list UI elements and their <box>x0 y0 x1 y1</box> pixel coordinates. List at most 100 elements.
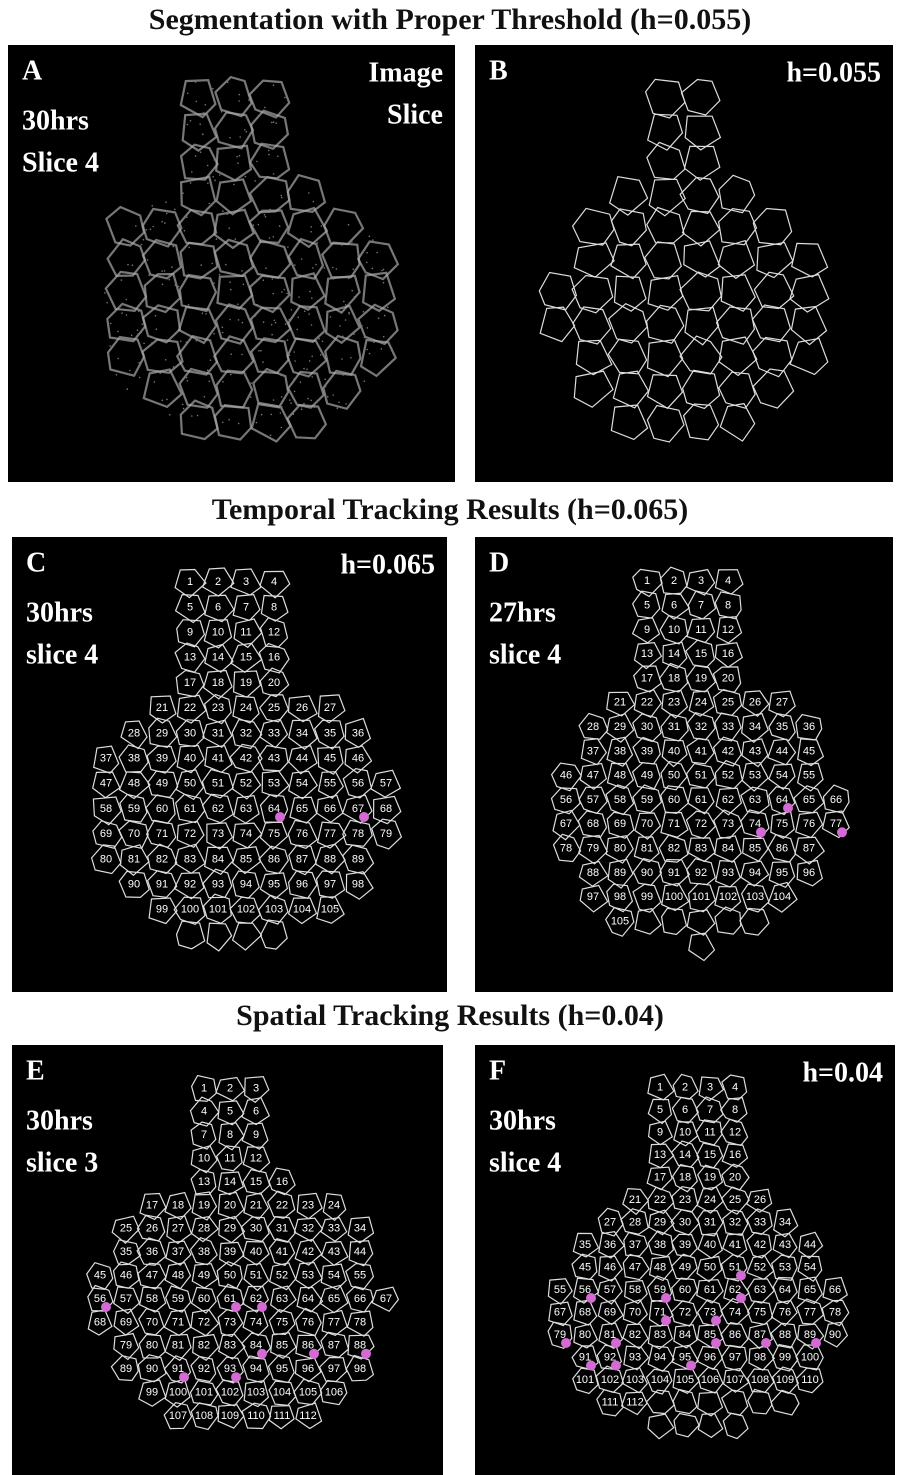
cell-label: 110 <box>247 1410 265 1422</box>
noise-speck <box>213 282 215 284</box>
cell-label: 25 <box>722 697 734 709</box>
cell-label: 97 <box>587 891 599 903</box>
noise-speck <box>273 121 275 123</box>
noise-speck <box>162 284 164 286</box>
cell-label: 32 <box>240 727 252 739</box>
tracked-cell-marker <box>686 1361 696 1371</box>
noise-speck <box>151 342 153 344</box>
cell-label: 14 <box>679 1149 691 1161</box>
cell-label: 20 <box>729 1171 741 1183</box>
noise-speck <box>146 229 148 231</box>
noise-speck <box>286 293 288 295</box>
cell-label: 94 <box>240 879 252 891</box>
noise-speck <box>188 304 190 306</box>
cell-label: 33 <box>268 727 280 739</box>
noise-speck <box>373 341 375 343</box>
cell-label: 33 <box>722 721 734 733</box>
tracked-cell-marker <box>586 1361 596 1371</box>
noise-speck <box>136 335 138 337</box>
panel-note: slice 4 <box>489 1147 561 1178</box>
cell-label: 9 <box>644 624 650 636</box>
noise-speck <box>272 293 274 295</box>
noise-speck <box>367 327 369 329</box>
cell-label: 63 <box>749 794 761 806</box>
cell-label: 73 <box>212 828 224 840</box>
cell-label: 77 <box>324 828 336 840</box>
cell-label: 59 <box>641 794 653 806</box>
cell-label: 71 <box>172 1316 184 1328</box>
noise-speck <box>265 176 267 178</box>
cell-label: 23 <box>679 1194 691 1206</box>
noise-speck <box>214 159 216 161</box>
noise-speck <box>318 338 320 340</box>
cell-label: 41 <box>276 1246 288 1258</box>
figure: Segmentation with Proper Threshold (h=0.… <box>0 0 900 1475</box>
noise-speck <box>191 171 193 173</box>
cell-label: 52 <box>754 1261 766 1273</box>
tracked-cell-marker <box>361 1349 371 1359</box>
cell-label: 79 <box>380 828 392 840</box>
noise-speck <box>258 350 260 352</box>
cell-label: 60 <box>668 794 680 806</box>
noise-speck <box>190 120 192 122</box>
noise-speck <box>274 320 276 322</box>
noise-speck <box>366 252 368 254</box>
noise-speck <box>106 302 108 304</box>
cell-label: 72 <box>198 1316 210 1328</box>
cell-label: 108 <box>751 1374 769 1386</box>
cell-label: 96 <box>296 879 308 891</box>
cell-label: 38 <box>654 1239 666 1251</box>
cell-label: 44 <box>776 745 788 757</box>
noise-speck <box>265 216 267 218</box>
cell-label: 7 <box>698 600 704 612</box>
cell-label: 42 <box>722 745 734 757</box>
noise-speck <box>229 281 231 283</box>
cell-label: 83 <box>695 843 707 855</box>
noise-speck <box>258 224 260 226</box>
noise-speck <box>187 380 189 382</box>
cell-label: 35 <box>579 1239 591 1251</box>
cell-label: 3 <box>698 575 704 587</box>
noise-speck <box>294 264 296 266</box>
noise-speck <box>173 246 175 248</box>
noise-speck <box>280 195 282 197</box>
noise-speck <box>348 278 350 280</box>
noise-speck <box>342 374 344 376</box>
cell-label: 101 <box>576 1374 594 1386</box>
noise-speck <box>222 405 224 407</box>
cell-label: 44 <box>804 1239 816 1251</box>
cell-label: 39 <box>641 745 653 757</box>
cell-label: 105 <box>676 1374 694 1386</box>
noise-speck <box>206 113 208 115</box>
noise-speck <box>308 192 310 194</box>
cell-label: 27 <box>324 702 336 714</box>
cell-label: 107 <box>169 1410 187 1422</box>
noise-speck <box>279 225 281 227</box>
cell-label: 31 <box>276 1223 288 1235</box>
cell-label: 57 <box>587 794 599 806</box>
cell-label: 38 <box>128 753 140 765</box>
cell-label: 42 <box>754 1239 766 1251</box>
noise-speck <box>381 270 383 272</box>
cell-label: 5 <box>644 600 650 612</box>
cell-label: 55 <box>554 1284 566 1296</box>
cell-label: 70 <box>641 818 653 830</box>
tracked-cell-marker <box>736 1271 746 1281</box>
cell-label: 4 <box>271 576 277 588</box>
noise-speck <box>243 284 245 286</box>
noise-speck <box>241 354 243 356</box>
cell-label: 5 <box>187 601 193 613</box>
cell-label: 17 <box>184 677 196 689</box>
cell-label: 38 <box>198 1246 210 1258</box>
noise-speck <box>175 284 177 286</box>
noise-speck <box>322 341 324 343</box>
noise-speck <box>156 328 158 330</box>
cell-label: 29 <box>654 1216 666 1228</box>
noise-speck <box>219 174 221 176</box>
noise-speck <box>369 353 371 355</box>
noise-speck <box>288 319 290 321</box>
cell-label: 6 <box>671 600 677 612</box>
cell-label: 22 <box>184 702 196 714</box>
cell-label: 71 <box>668 818 680 830</box>
